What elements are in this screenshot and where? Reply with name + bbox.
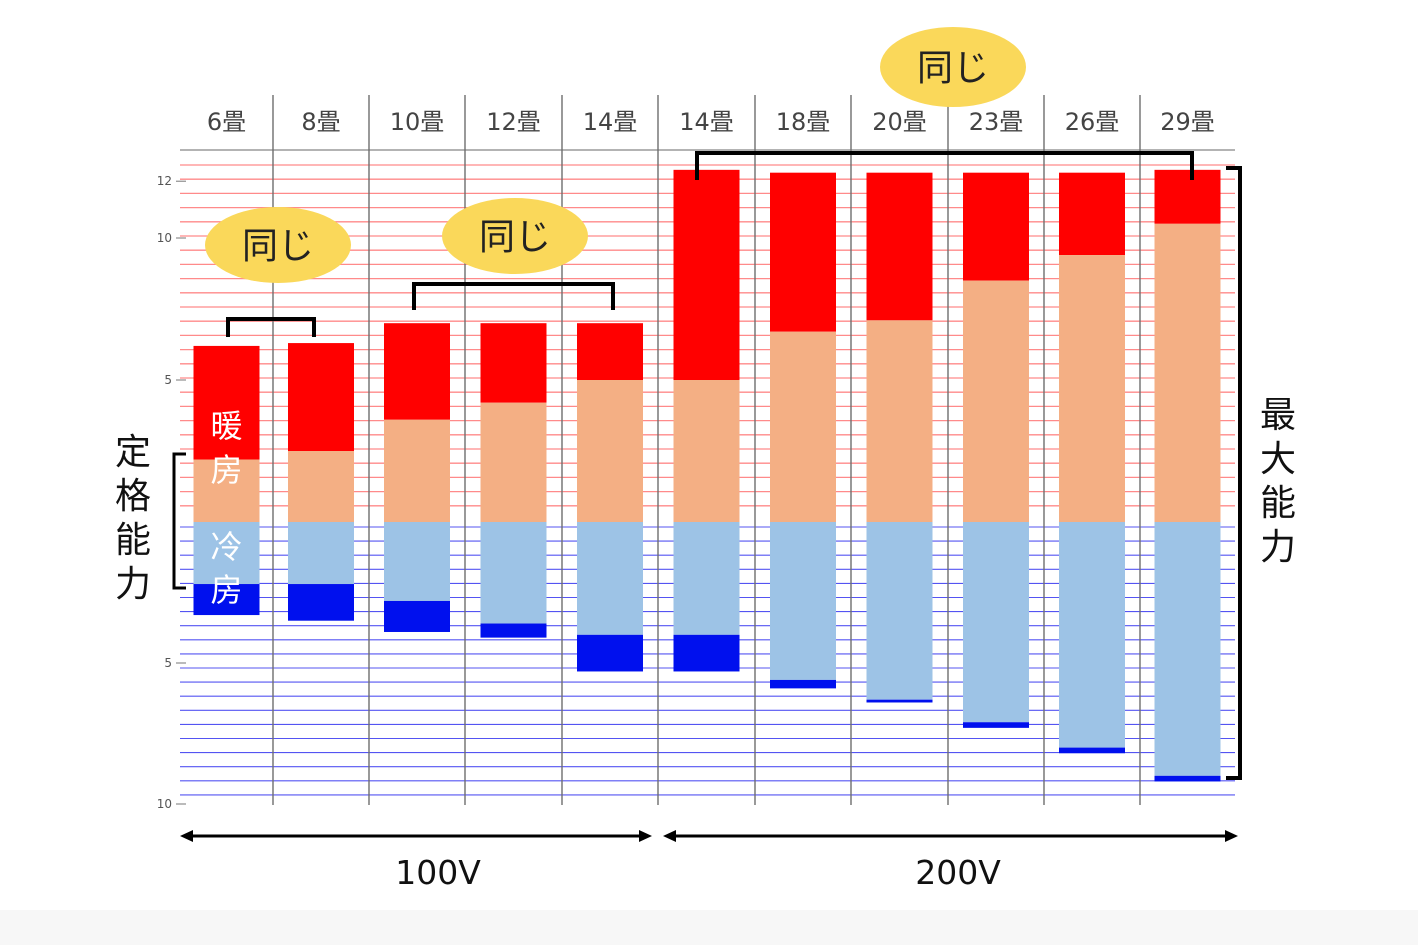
bar-heating-rated [963, 280, 1029, 522]
bar-heating-max [1059, 172, 1125, 256]
rated-capacity-bracket [172, 452, 186, 590]
cooling-tick-label: 10 [157, 797, 172, 811]
rated-capacity-label: 定 [115, 432, 151, 473]
category-label: 14畳 [679, 108, 734, 136]
bar-cooling-rated [193, 522, 260, 585]
bar-cooling-rated [1059, 522, 1125, 748]
same-bracket-1 [226, 317, 316, 337]
bar-heating-max [963, 172, 1029, 281]
voltage-200-label: 200V [915, 853, 1001, 892]
bar-heating-rated [866, 320, 933, 522]
category-label: 10畳 [390, 108, 445, 136]
bar-cooling-rated [1154, 522, 1221, 776]
category-label: 14畳 [583, 108, 638, 136]
category-label: 23畳 [969, 108, 1024, 136]
bar-heating-rated [673, 380, 740, 522]
bar-cooling-rated [673, 522, 740, 635]
bar-heating-rated [288, 451, 354, 522]
max-capacity-label: 能 [1260, 483, 1296, 524]
bar-cooling-max [770, 679, 836, 689]
max-capacity-bracket [1226, 166, 1242, 780]
voltage-100-arrow-head-left [180, 830, 193, 842]
bar-cooling-max [1154, 775, 1221, 782]
cooling-tick-label: 5 [164, 656, 172, 670]
bar-cooling-max [673, 634, 740, 672]
heating-tick-label: 5 [164, 373, 172, 387]
max-capacity-label: 大 [1260, 439, 1296, 480]
category-label: 18畳 [776, 108, 831, 136]
bar-cooling-rated [577, 522, 643, 635]
rated-capacity-label: 力 [115, 564, 151, 605]
category-label: 8畳 [301, 108, 340, 136]
bar-cooling-rated [770, 522, 836, 680]
bar-heating-max [577, 323, 643, 380]
same-badge [205, 207, 351, 283]
bar-heating-max [770, 172, 836, 332]
bar-cooling-rated [384, 522, 450, 601]
bar-heating-rated [770, 331, 836, 522]
voltage-100-label: 100V [395, 853, 481, 892]
same-bracket-2 [412, 282, 615, 310]
same-badge [442, 198, 588, 274]
bar-heating-rated [193, 459, 260, 522]
voltage-200-arrow-head-left [663, 830, 676, 842]
bar-cooling-max [288, 584, 354, 621]
same-badge [880, 27, 1026, 107]
rated-capacity-label: 能 [115, 520, 151, 561]
bar-cooling-max [577, 634, 643, 672]
bar-cooling-rated [963, 522, 1029, 723]
bar-cooling-max [866, 699, 933, 703]
voltage-100-arrow-head-right [639, 830, 652, 842]
rated-capacity-label: 格 [115, 476, 151, 517]
max-capacity-label: 最 [1260, 395, 1296, 436]
bar-heating-max [288, 343, 354, 451]
voltage-200-arrow-head-right [1225, 830, 1238, 842]
bottom-band [0, 910, 1418, 945]
bar-heating-rated [384, 419, 450, 522]
cooling-bar-label: 冷 [210, 528, 242, 566]
bar-heating-max [866, 172, 933, 321]
same-bracket-3 [695, 151, 1194, 180]
cooling-bar-label: 房 [210, 571, 242, 609]
heating-bar-label: 房 [210, 451, 242, 489]
heating-bar-label: 暖 [210, 407, 242, 445]
category-label: 12畳 [486, 108, 541, 136]
bar-cooling-rated [480, 522, 547, 624]
same-badge-text: 同じ [479, 217, 551, 258]
category-label: 20畳 [872, 108, 927, 136]
bar-heating-rated [1059, 255, 1125, 523]
category-label: 29畳 [1160, 108, 1215, 136]
bar-cooling-max [193, 584, 260, 616]
bar-heating-max [480, 323, 547, 403]
bar-heating-max [384, 323, 450, 420]
bar-cooling-max [480, 623, 547, 638]
category-label: 6畳 [207, 108, 246, 136]
bar-cooling-rated [288, 522, 354, 585]
bar-heating-max [673, 169, 740, 380]
bar-heating-max [193, 345, 260, 460]
bar-heating-rated [577, 380, 643, 522]
bar-cooling-max [963, 722, 1029, 728]
category-label: 26畳 [1065, 108, 1120, 136]
bar-heating-max [1154, 169, 1221, 224]
heating-tick-label: 10 [157, 231, 172, 245]
max-capacity-label: 力 [1260, 527, 1296, 568]
bar-cooling-max [1059, 747, 1125, 754]
same-badge-text: 同じ [917, 48, 989, 89]
heating-tick-label: 12 [157, 174, 172, 188]
bar-cooling-rated [866, 522, 933, 700]
same-badge-text: 同じ [242, 226, 314, 267]
bar-cooling-max [384, 600, 450, 632]
bar-heating-rated [1154, 223, 1221, 523]
bar-heating-rated [480, 402, 547, 522]
